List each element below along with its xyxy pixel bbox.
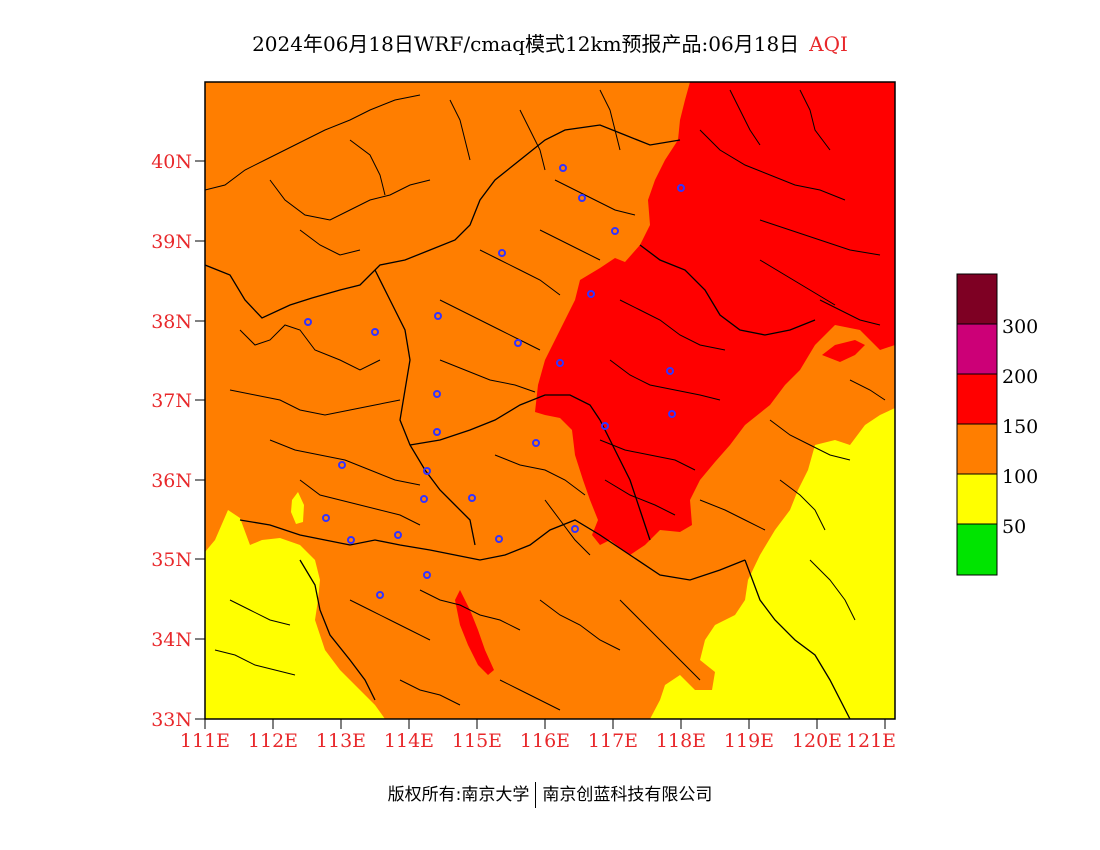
legend-label-300: 300: [1002, 316, 1038, 338]
lat-label-33n: 33N: [151, 709, 192, 731]
zone-yellow-southeast: [650, 408, 895, 719]
city-marker: [371, 328, 379, 336]
city-marker: [587, 290, 595, 298]
copyright-left: 版权所有:南京大学: [387, 785, 530, 805]
city-marker: [532, 439, 540, 447]
zone-red-patch: [822, 340, 865, 362]
copyright-right: 南京创蓝科技有限公司: [542, 785, 713, 805]
city-marker: [433, 428, 441, 436]
map-title: 2024年06月18日WRF/cmaq模式12km预报产品:06月18日 AQI: [0, 28, 1100, 57]
city-marker: [394, 531, 402, 539]
lat-label-34n: 34N: [151, 629, 192, 651]
legend: 300 200 150 100 50: [956, 273, 1038, 576]
city-marker: [423, 467, 431, 475]
zone-red-streak: [455, 590, 494, 675]
lon-axis: [204, 719, 886, 729]
lon-labels: 111E 112E 113E 114E 115E 116E 117E 118E …: [180, 730, 896, 752]
boundary-lines: [205, 89, 886, 719]
lat-label-40n: 40N: [151, 151, 192, 173]
legend-swatch-very-unhealthy: [956, 323, 998, 375]
city-marker: [601, 422, 609, 430]
zone-yellow-southwest: [205, 510, 385, 719]
city-marker: [666, 367, 674, 375]
lon-label-115e: 115E: [452, 730, 502, 752]
city-marker: [433, 390, 441, 398]
lat-axis: [195, 160, 205, 720]
legend-label-150: 150: [1002, 416, 1038, 438]
lon-label-120e: 120E: [792, 730, 842, 752]
lat-label-36n: 36N: [151, 470, 192, 492]
copyright-divider: [535, 782, 537, 808]
lon-label-113e: 113E: [316, 730, 366, 752]
lon-label-117e: 117E: [588, 730, 638, 752]
legend-swatch-moderate: [956, 473, 998, 525]
legend-swatch-unhealthy: [956, 373, 998, 425]
title-product: AQI: [809, 32, 848, 56]
city-marker: [468, 494, 476, 502]
lat-label-35n: 35N: [151, 549, 192, 571]
copyright: 版权所有:南京大学 南京创蓝科技有限公司: [0, 780, 1100, 808]
lon-label-119e: 119E: [724, 730, 774, 752]
title-text: 2024年06月18日WRF/cmaq模式12km预报产品:06月18日: [252, 32, 800, 56]
lon-label-116e: 116E: [520, 730, 570, 752]
lon-label-121e: 121E: [846, 730, 896, 752]
legend-label-50: 50: [1002, 516, 1026, 538]
city-marker: [304, 318, 312, 326]
lon-label-111e: 111E: [180, 730, 230, 752]
city-marker: [571, 525, 579, 533]
city-marker: [611, 227, 619, 235]
city-marker: [338, 461, 346, 469]
lat-label-37n: 37N: [151, 390, 192, 412]
city-marker: [347, 536, 355, 544]
zone-yellow-blob: [291, 492, 304, 524]
city-marker: [322, 514, 330, 522]
city-marker: [677, 184, 685, 192]
city-marker: [434, 312, 442, 320]
legend-swatch-hazardous: [956, 273, 998, 325]
city-marker: [420, 495, 428, 503]
city-marker: [376, 591, 384, 599]
legend-swatch-good: [956, 523, 998, 576]
city-marker: [559, 164, 567, 172]
city-marker: [498, 249, 506, 257]
city-marker: [556, 359, 564, 367]
zone-red-main: [535, 82, 895, 555]
legend-label-100: 100: [1002, 466, 1038, 488]
lat-label-38n: 38N: [151, 311, 192, 333]
aqi-field: [205, 82, 895, 719]
legend-swatch-sensitive: [956, 423, 998, 475]
city-marker: [578, 194, 586, 202]
zone-red-corner: [845, 82, 895, 120]
city-marker: [495, 535, 503, 543]
city-marker: [668, 410, 676, 418]
city-marker: [514, 339, 522, 347]
lon-label-112e: 112E: [248, 730, 298, 752]
city-markers: [304, 164, 685, 599]
legend-label-200: 200: [1002, 366, 1038, 388]
lat-label-39n: 39N: [151, 231, 192, 253]
lat-labels: 40N 39N 38N 37N 36N 35N 34N 33N: [151, 151, 192, 731]
lon-label-114e: 114E: [384, 730, 434, 752]
city-marker: [423, 571, 431, 579]
lon-label-118e: 118E: [656, 730, 706, 752]
